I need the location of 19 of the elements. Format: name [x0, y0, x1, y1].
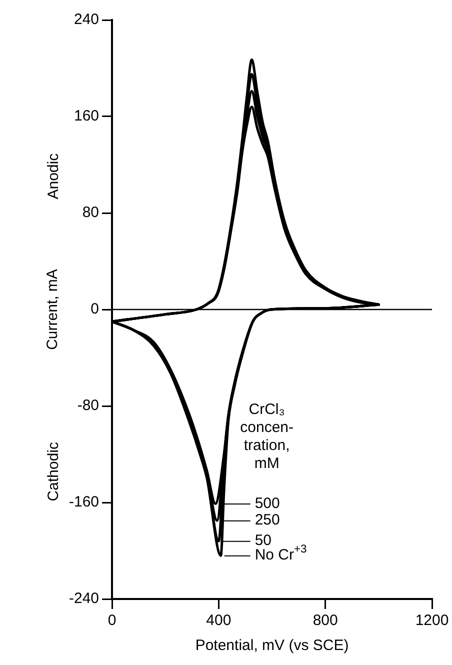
legend-label: 50: [254, 532, 272, 550]
text: Cathodic: [45, 442, 62, 502]
y-tick-label: 0: [90, 300, 100, 318]
x-tick-label: 400: [206, 612, 232, 630]
x-axis-title: Potential, mV (vs SCE): [195, 637, 349, 654]
x-tick-label: 1200: [415, 612, 449, 630]
y-tick-label: 240: [74, 11, 100, 28]
x-tick-label: 800: [312, 612, 338, 630]
y-tick-label: -240: [68, 590, 100, 608]
legend-label: 250: [254, 512, 280, 529]
text: Anodic: [45, 152, 62, 200]
y-tick-label: 160: [74, 108, 100, 125]
y-tick-label: -160: [68, 494, 100, 511]
y-axis-title: Current, mA: [44, 269, 62, 350]
legend-title: CrCl₃ concen-tration, mM: [240, 400, 294, 472]
y-tick-label: -80: [77, 397, 100, 414]
x-tick-label: 0: [108, 612, 116, 630]
y-tick-label: 80: [82, 204, 100, 222]
legend-label: 500: [254, 494, 280, 512]
